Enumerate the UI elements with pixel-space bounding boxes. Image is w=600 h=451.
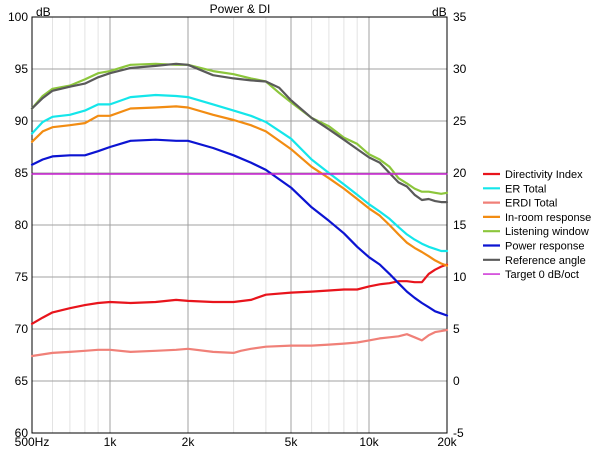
legend-label: Listening window [505,226,589,238]
y-right-tick-label: 15 [453,218,467,232]
y-right-tick-label: 25 [453,114,467,128]
legend-item: Power response [483,241,585,253]
y-left-tick-label: 75 [15,270,29,284]
y-right-tick-label: 0 [453,374,460,388]
legend-item: Reference angle [483,255,586,267]
x-tick-label: 5k [285,435,299,449]
y-right-tick-label: 5 [453,322,460,336]
y-right-tick-label: 35 [453,10,467,24]
y-right-tick-label: -5 [453,426,464,440]
y-right-tick-label: 30 [453,62,467,76]
legend-item: ER Total [483,183,546,195]
x-tick-label: 500Hz [15,435,50,449]
legend-item: Directivity Index [483,169,583,181]
x-tick-label: 2k [182,435,196,449]
y-left-tick-label: 85 [15,166,29,180]
legend-item: Listening window [483,226,589,238]
tick-labels: 500Hz 1k 2k 5k 10k 20k10095908580757065603530… [8,10,467,449]
series-line-listening-window [30,62,449,195]
legend: Directivity Index ER Total ERDI Total In-ro… [483,169,591,281]
series-lines [30,62,449,358]
chart-title: Power & DI [210,2,271,16]
right-axis-unit: dB [432,5,447,19]
y-right-tick-label: 20 [453,166,467,180]
y-left-tick-label: 65 [15,374,29,388]
y-left-tick-label: 60 [15,426,29,440]
legend-label: ER Total [505,183,546,195]
x-tick-label: 10k [359,435,379,449]
y-left-tick-label: 90 [15,114,29,128]
series-line-erdi-total [30,328,449,358]
legend-label: Directivity Index [505,169,583,181]
x-tick-label: 1k [104,435,118,449]
legend-label: ERDI Total [505,198,557,210]
series-line-directivity-index [30,263,449,325]
legend-label: Power response [505,241,585,253]
series-line-reference-angle [30,62,449,204]
legend-label: In-room response [505,212,591,224]
y-left-tick-label: 95 [15,62,29,76]
y-right-tick-label: 10 [453,270,467,284]
legend-label: Target 0 dB/oct [505,269,579,281]
legend-label: Reference angle [505,255,586,267]
series-line-power-response [30,138,449,317]
legend-item: Target 0 dB/oct [483,269,579,281]
y-left-tick-label: 70 [15,322,29,336]
x-tick-label: 20k [437,435,457,449]
legend-item: In-room response [483,212,591,224]
left-axis-unit: dB [36,5,51,19]
y-left-tick-label: 100 [8,10,28,24]
series-line-er-total [30,93,449,253]
y-left-tick-label: 80 [15,218,29,232]
legend-item: ERDI Total [483,198,557,210]
axes [31,16,448,434]
series-line-in-room-response [30,105,449,267]
plot-frame [31,16,448,434]
